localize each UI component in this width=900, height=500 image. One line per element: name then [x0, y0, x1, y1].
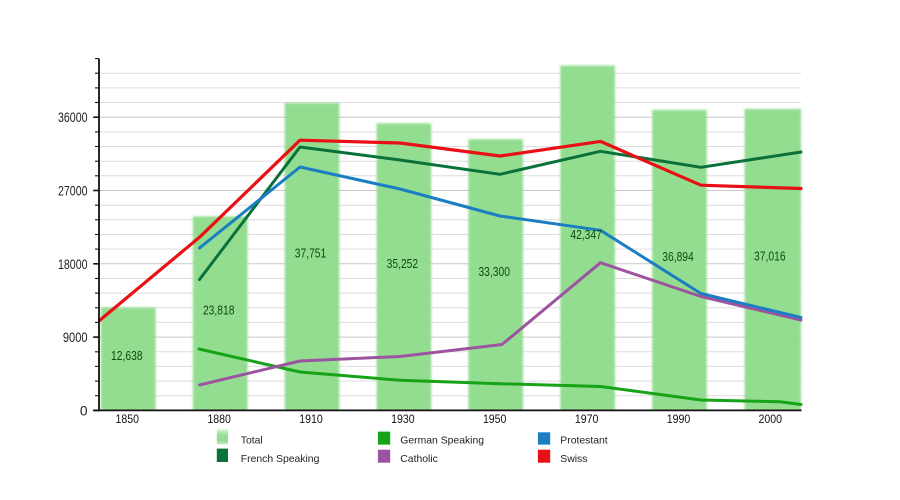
svg-text:1970: 1970 [575, 412, 599, 426]
svg-text:37,016: 37,016 [754, 250, 786, 264]
svg-text:1850: 1850 [116, 412, 140, 426]
svg-text:36,894: 36,894 [662, 250, 694, 264]
svg-text:French Speaking: French Speaking [241, 454, 320, 465]
svg-text:12,638: 12,638 [111, 349, 143, 363]
svg-text:36000: 36000 [58, 110, 88, 125]
svg-text:42,347: 42,347 [570, 228, 602, 242]
svg-text:35,252: 35,252 [387, 257, 419, 271]
svg-text:37,751: 37,751 [295, 247, 327, 261]
svg-text:Protestant: Protestant [560, 435, 607, 446]
svg-text:1930: 1930 [391, 412, 415, 426]
svg-text:Swiss: Swiss [560, 454, 587, 465]
svg-text:Total: Total [241, 435, 263, 446]
svg-text:1910: 1910 [299, 412, 323, 426]
svg-text:9000: 9000 [63, 330, 88, 345]
svg-text:18000: 18000 [58, 257, 88, 272]
svg-text:1990: 1990 [667, 412, 691, 426]
svg-text:27000: 27000 [58, 184, 88, 199]
svg-text:2000: 2000 [759, 412, 783, 426]
svg-text:German Speaking: German Speaking [400, 435, 484, 446]
svg-text:Catholic: Catholic [400, 454, 438, 465]
svg-text:33,300: 33,300 [478, 265, 510, 279]
svg-text:1880: 1880 [207, 412, 231, 426]
svg-text:23,818: 23,818 [203, 303, 235, 317]
svg-text:1950: 1950 [483, 412, 507, 426]
svg-text:0: 0 [80, 403, 88, 418]
